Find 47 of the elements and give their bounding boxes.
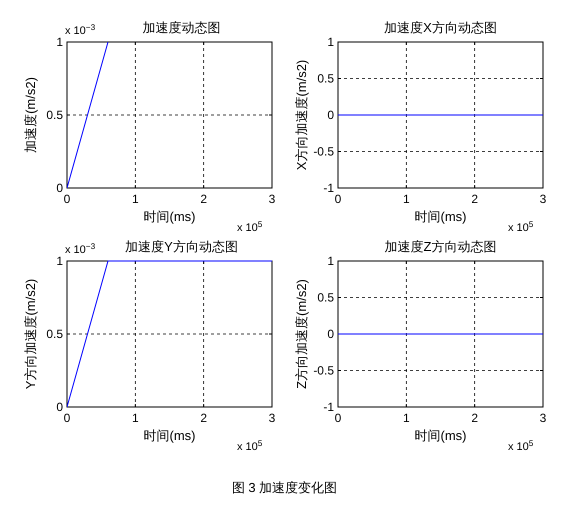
y-tick-label: -0.5 — [313, 144, 334, 158]
text: x 10$^{5}$ — [237, 438, 263, 453]
x-tick-label: 3 — [268, 192, 276, 206]
x-tick-label: 1 — [402, 411, 410, 425]
y-tick-label: 0.5 — [317, 72, 334, 86]
y-tick-label: 1 — [327, 254, 334, 268]
y-axis-title: Z方向加速度(m/s2) — [294, 279, 309, 389]
text: x 10$^{5}$ — [508, 220, 534, 234]
y-tick-label: 0.5 — [46, 327, 64, 341]
text: x 10$^{5}$ — [508, 438, 534, 453]
x-tick-label: 2 — [200, 411, 208, 425]
y-axis-title: Y方向加速度(m/s2) — [23, 278, 38, 390]
x-axis-title: 时间(ms) — [414, 428, 466, 443]
y-tick-label: 0.5 — [46, 108, 64, 122]
y-tick-label: 1 — [327, 35, 334, 49]
x-tick-label: 3 — [540, 192, 547, 206]
y-tick-label: -1 — [323, 400, 334, 414]
y-tick-label: 0.5 — [317, 290, 334, 304]
text: x 10$^{−3}$ — [65, 22, 96, 37]
x-tick-label: 3 — [540, 411, 547, 425]
y-tick-label: 0 — [327, 108, 334, 122]
y-tick-label: 1 — [56, 254, 64, 268]
x-tick-label: 1 — [132, 192, 139, 206]
y-tick-label: -0.5 — [313, 364, 334, 378]
y-tick-label: 0 — [56, 400, 64, 414]
x-axis-title: 时间(ms) — [144, 428, 196, 443]
x-tick-label: 2 — [471, 192, 478, 206]
x-tick-label: 2 — [200, 192, 208, 206]
y-tick-label: 0 — [56, 181, 64, 195]
x-tick-label: 1 — [402, 192, 410, 206]
text: x 10$^{5}$ — [237, 220, 263, 234]
chart-title: 加速度动态图 — [142, 20, 220, 35]
x-axis-title: 时间(ms) — [144, 209, 196, 224]
x-tick-label: 3 — [268, 411, 276, 425]
caption: 图 3 加速度变化图 — [232, 480, 338, 495]
y-axis-title: X方向加速度(m/s2) — [294, 60, 309, 170]
x-tick-label: 2 — [471, 411, 478, 425]
chart-title: 加速度Y方向动态图 — [125, 239, 238, 254]
y-tick-label: 1 — [56, 35, 64, 49]
y-tick-label: -1 — [323, 181, 334, 195]
x-axis-title: 时间(ms) — [414, 209, 466, 224]
x-tick-label: 1 — [132, 411, 139, 425]
chart-title: 加速度Z方向动态图 — [384, 239, 496, 254]
chart-title: 加速度X方向动态图 — [384, 20, 497, 35]
y-axis-title: 加速度(m/s2) — [23, 77, 38, 153]
text: x 10$^{−3}$ — [65, 242, 96, 256]
y-tick-label: 0 — [327, 327, 334, 341]
